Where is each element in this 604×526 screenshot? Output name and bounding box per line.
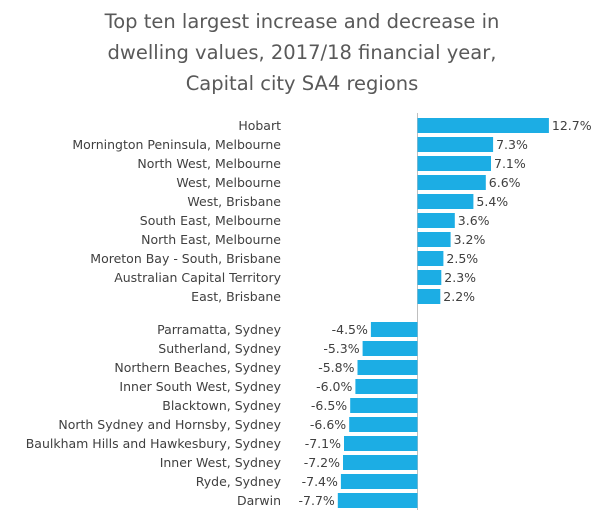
bar-increase-3	[417, 175, 486, 190]
data-label-decrease-5: -6.6%	[310, 417, 346, 432]
category-label-decrease-1: Sutherland, Sydney	[158, 341, 281, 356]
category-label-decrease-6: Baulkham Hills and Hawkesbury, Sydney	[26, 436, 282, 451]
chart-title-line-1: Top ten largest increase and decrease in	[104, 10, 500, 33]
category-label-increase-4: West, Brisbane	[187, 194, 281, 209]
category-label-decrease-8: Ryde, Sydney	[196, 474, 282, 489]
category-label-decrease-0: Parramatta, Sydney	[157, 322, 281, 337]
data-label-decrease-1: -5.3%	[323, 341, 359, 356]
bar-decrease-4	[350, 398, 418, 413]
category-label-decrease-5: North Sydney and Hornsby, Sydney	[58, 417, 281, 432]
category-label-increase-3: West, Melbourne	[176, 175, 281, 190]
bar-increase-4	[417, 194, 474, 209]
data-label-decrease-0: -4.5%	[332, 322, 368, 337]
data-label-increase-0: 12.7%	[552, 118, 592, 133]
bar-increase-5	[417, 213, 455, 228]
data-label-decrease-2: -5.8%	[318, 360, 354, 375]
bar-decrease-0	[370, 322, 418, 337]
category-label-increase-1: Mornington Peninsula, Melbourne	[72, 137, 281, 152]
category-label-increase-8: Australian Capital Territory	[114, 270, 281, 285]
category-label-decrease-4: Blacktown, Sydney	[162, 398, 281, 413]
bar-decrease-5	[349, 417, 418, 432]
data-label-increase-9: 2.2%	[443, 289, 475, 304]
bar-decrease-7	[343, 455, 418, 470]
category-label-increase-6: North East, Melbourne	[141, 232, 281, 247]
bar-decrease-3	[355, 379, 418, 394]
bar-decrease-9	[337, 493, 418, 508]
data-label-increase-5: 3.6%	[458, 213, 490, 228]
bar-decrease-2	[357, 360, 418, 375]
data-label-decrease-4: -6.5%	[311, 398, 347, 413]
data-label-decrease-3: -6.0%	[316, 379, 352, 394]
bar-increase-0	[417, 118, 549, 133]
bar-increase-9	[417, 289, 441, 304]
data-label-increase-6: 3.2%	[454, 232, 486, 247]
bar-increase-1	[417, 137, 494, 152]
bar-increase-7	[417, 251, 444, 266]
data-label-increase-1: 7.3%	[496, 137, 528, 152]
data-label-increase-7: 2.5%	[446, 251, 478, 266]
bar-decrease-8	[340, 474, 418, 489]
bar-increase-2	[417, 156, 491, 171]
category-label-increase-7: Moreton Bay - South, Brisbane	[90, 251, 281, 266]
chart-title: Top ten largest increase and decrease in…	[0, 6, 604, 99]
category-label-increase-9: East, Brisbane	[191, 289, 281, 304]
category-label-decrease-7: Inner West, Sydney	[160, 455, 282, 470]
bar-increase-6	[417, 232, 451, 247]
bar-increase-8	[417, 270, 442, 285]
data-label-decrease-7: -7.2%	[304, 455, 340, 470]
data-label-increase-3: 6.6%	[489, 175, 521, 190]
category-label-decrease-3: Inner South West, Sydney	[119, 379, 281, 394]
category-label-increase-0: Hobart	[238, 118, 281, 133]
data-label-decrease-8: -7.4%	[302, 474, 338, 489]
chart-title-line-3: Capital city SA4 regions	[185, 72, 419, 95]
category-label-increase-5: South East, Melbourne	[140, 213, 282, 228]
data-label-decrease-6: -7.1%	[305, 436, 341, 451]
data-label-decrease-9: -7.7%	[299, 493, 335, 508]
category-label-increase-2: North West, Melbourne	[137, 156, 281, 171]
data-label-increase-8: 2.3%	[444, 270, 476, 285]
data-label-increase-2: 7.1%	[494, 156, 526, 171]
category-label-decrease-2: Northern Beaches, Sydney	[114, 360, 281, 375]
bar-decrease-6	[344, 436, 418, 451]
bar-decrease-1	[362, 341, 418, 356]
chart-title-line-2: dwelling values, 2017/18 financial year,	[107, 41, 497, 64]
data-label-increase-4: 5.4%	[476, 194, 508, 209]
category-label-decrease-9: Darwin	[237, 493, 281, 508]
